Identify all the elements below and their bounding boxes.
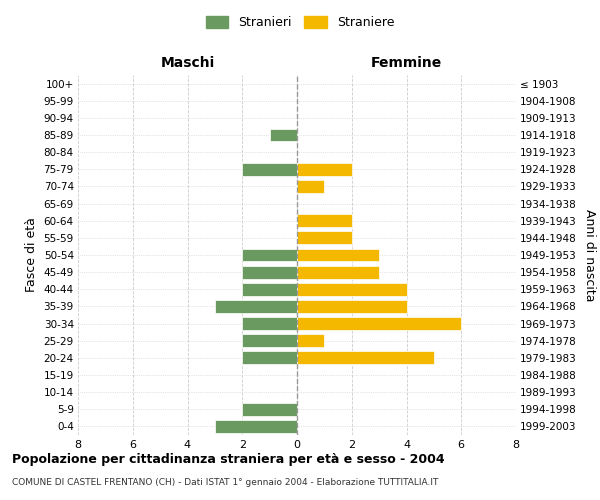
Text: Popolazione per cittadinanza straniera per età e sesso - 2004: Popolazione per cittadinanza straniera p… bbox=[12, 452, 445, 466]
Text: Femmine: Femmine bbox=[371, 56, 442, 70]
Y-axis label: Fasce di età: Fasce di età bbox=[25, 218, 38, 292]
Bar bbox=[297, 352, 434, 364]
Bar bbox=[297, 163, 352, 175]
Bar bbox=[297, 266, 379, 278]
Text: COMUNE DI CASTEL FRENTANO (CH) - Dati ISTAT 1° gennaio 2004 - Elaborazione TUTTI: COMUNE DI CASTEL FRENTANO (CH) - Dati IS… bbox=[12, 478, 439, 487]
Bar bbox=[242, 283, 297, 296]
Bar bbox=[297, 180, 325, 193]
Bar bbox=[242, 266, 297, 278]
Bar bbox=[297, 214, 352, 227]
Bar bbox=[242, 317, 297, 330]
Bar bbox=[297, 317, 461, 330]
Bar bbox=[242, 163, 297, 175]
Bar bbox=[297, 232, 352, 244]
Bar bbox=[269, 128, 297, 141]
Bar bbox=[297, 300, 407, 313]
Bar bbox=[215, 420, 297, 433]
Bar bbox=[297, 334, 325, 347]
Y-axis label: Anni di nascita: Anni di nascita bbox=[583, 209, 596, 301]
Bar bbox=[242, 334, 297, 347]
Bar bbox=[215, 300, 297, 313]
Bar bbox=[242, 248, 297, 262]
Bar bbox=[242, 403, 297, 415]
Legend: Stranieri, Straniere: Stranieri, Straniere bbox=[201, 11, 399, 34]
Bar bbox=[242, 352, 297, 364]
Bar bbox=[297, 248, 379, 262]
Text: Maschi: Maschi bbox=[160, 56, 215, 70]
Bar bbox=[297, 283, 407, 296]
